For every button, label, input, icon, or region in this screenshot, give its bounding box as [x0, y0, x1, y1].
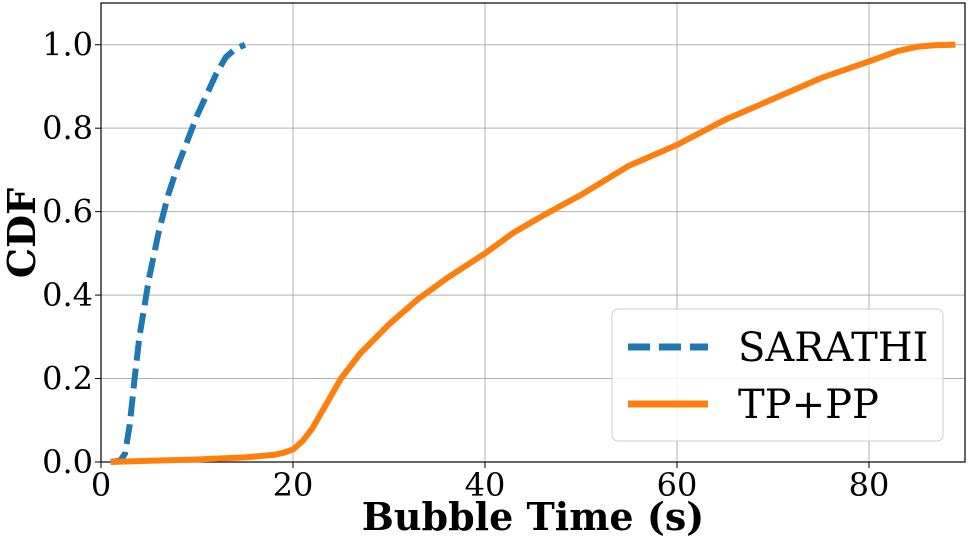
y-tick-labels: 0.0 0.2 0.4 0.6 0.8 1.0 [42, 26, 101, 481]
series-line-sarathi [110, 41, 247, 465]
y-tick-label: 0.0 [42, 443, 93, 481]
y-tick-label: 0.2 [42, 360, 93, 398]
legend-label-tp-pp: TP+PP [738, 382, 879, 428]
x-tick-label: 60 [657, 466, 698, 504]
y-tick-label: 0.6 [42, 193, 93, 231]
y-axis-title: CDF [0, 188, 44, 278]
x-tick-label: 0 [91, 466, 111, 504]
x-tick-label: 40 [465, 466, 506, 504]
x-tick-labels: 0 20 40 60 80 [91, 462, 890, 504]
x-axis-title: Bubble Time (s) [362, 494, 704, 539]
grid-lines [101, 3, 965, 462]
series-line-tp-pp [110, 41, 956, 465]
legend-label-sarathi: SARATHI [738, 325, 928, 371]
legend-box [611, 308, 944, 442]
x-tick-label: 20 [273, 466, 314, 504]
plot-frame [100, 2, 966, 463]
y-tick-label: 0.4 [42, 276, 93, 314]
legend: SARATHI TP+PP [611, 308, 944, 442]
series-layer [110, 41, 956, 465]
x-tick-label: 80 [849, 466, 890, 504]
y-tick-label: 1.0 [42, 26, 93, 64]
y-tick-label: 0.8 [42, 109, 93, 147]
